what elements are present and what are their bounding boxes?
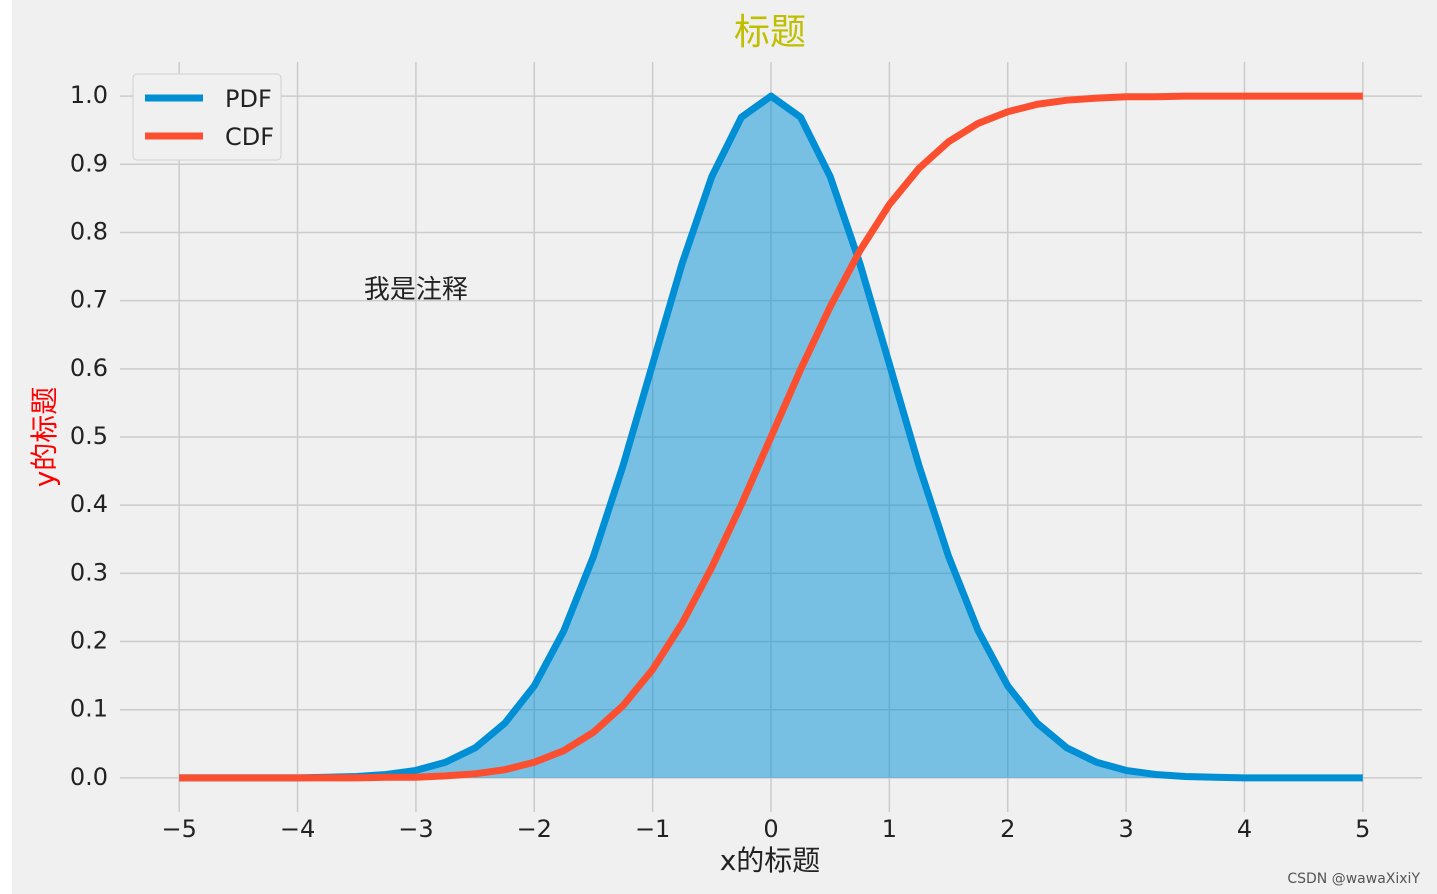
y-tick-label: 0.6 bbox=[70, 354, 108, 382]
y-axis-label: y的标题 bbox=[28, 387, 61, 488]
y-tick-label: 0.7 bbox=[70, 286, 108, 314]
x-tick-label: 3 bbox=[1118, 815, 1133, 843]
legend-label: CDF bbox=[225, 123, 274, 151]
y-tick-label: 0.4 bbox=[70, 490, 108, 518]
y-tick-label: 0.9 bbox=[70, 149, 108, 177]
x-tick-label: 2 bbox=[1000, 815, 1015, 843]
annotation: 我是注释 bbox=[364, 275, 468, 305]
y-tick-label: 0.8 bbox=[70, 217, 108, 245]
x-tick-label: −5 bbox=[161, 815, 196, 843]
x-tick-label: 0 bbox=[763, 815, 778, 843]
x-tick-label: −4 bbox=[280, 815, 315, 843]
x-tick-label: −1 bbox=[635, 815, 670, 843]
x-tick-label: 4 bbox=[1237, 815, 1252, 843]
watermark: CSDN @wawaXixiY bbox=[1287, 871, 1420, 887]
y-tick-label: 1.0 bbox=[70, 81, 108, 109]
x-tick-label: 1 bbox=[882, 815, 897, 843]
y-tick-label: 0.1 bbox=[70, 695, 108, 723]
chart-title: 标题 bbox=[734, 12, 806, 53]
y-tick-label: 0.0 bbox=[70, 763, 108, 791]
y-tick-label: 0.2 bbox=[70, 627, 108, 655]
legend-label: PDF bbox=[225, 85, 272, 113]
x-tick-label: −3 bbox=[398, 815, 433, 843]
y-tick-label: 0.5 bbox=[70, 422, 108, 450]
y-tick-label: 0.3 bbox=[70, 558, 108, 586]
x-tick-label: −2 bbox=[517, 815, 552, 843]
x-axis-label: x的标题 bbox=[720, 844, 821, 877]
line bbox=[179, 92, 1363, 782]
x-tick-label: 5 bbox=[1355, 815, 1370, 843]
